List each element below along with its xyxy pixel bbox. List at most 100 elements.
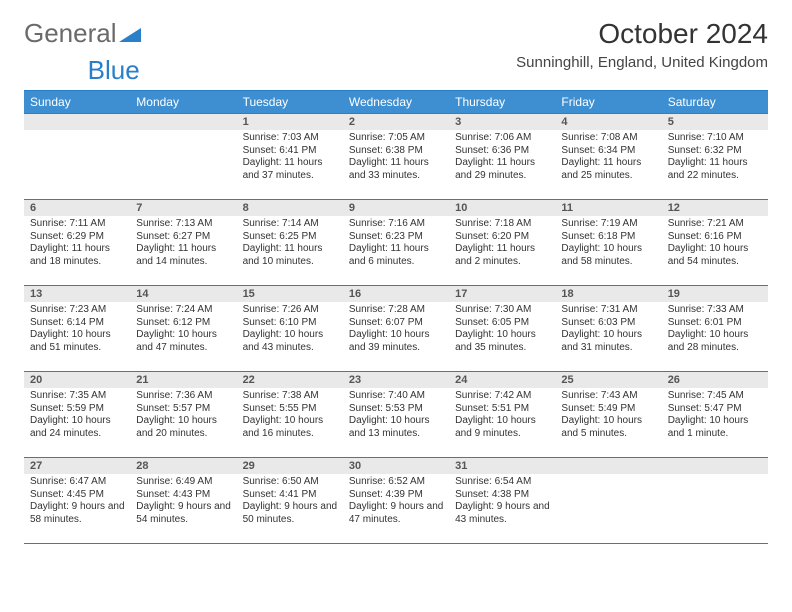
calendar-cell: 16Sunrise: 7:28 AMSunset: 6:07 PMDayligh… — [343, 286, 449, 372]
day-number: 5 — [662, 114, 768, 130]
daylight-text: Daylight: 9 hours and 54 minutes. — [136, 501, 232, 526]
sunset-text: Sunset: 5:53 PM — [349, 403, 445, 416]
daylight-text: Daylight: 11 hours and 2 minutes. — [455, 243, 551, 268]
daylight-text: Daylight: 10 hours and 13 minutes. — [349, 415, 445, 440]
day-details: Sunrise: 6:49 AMSunset: 4:43 PMDaylight:… — [130, 474, 236, 528]
calendar-cell: 12Sunrise: 7:21 AMSunset: 6:16 PMDayligh… — [662, 200, 768, 286]
day-details: Sunrise: 6:47 AMSunset: 4:45 PMDaylight:… — [24, 474, 130, 528]
day-number: 23 — [343, 372, 449, 388]
sunrise-text: Sunrise: 7:16 AM — [349, 218, 445, 231]
sunrise-text: Sunrise: 7:05 AM — [349, 132, 445, 145]
calendar-cell: 15Sunrise: 7:26 AMSunset: 6:10 PMDayligh… — [237, 286, 343, 372]
day-details: Sunrise: 7:13 AMSunset: 6:27 PMDaylight:… — [130, 216, 236, 270]
sunset-text: Sunset: 6:36 PM — [455, 145, 551, 158]
sunrise-text: Sunrise: 7:06 AM — [455, 132, 551, 145]
logo: General — [24, 18, 143, 49]
day-details: Sunrise: 7:38 AMSunset: 5:55 PMDaylight:… — [237, 388, 343, 442]
logo-text-2: Blue — [88, 55, 140, 85]
daylight-text: Daylight: 10 hours and 31 minutes. — [561, 329, 657, 354]
sunrise-text: Sunrise: 7:30 AM — [455, 304, 551, 317]
calendar-cell: 26Sunrise: 7:45 AMSunset: 5:47 PMDayligh… — [662, 372, 768, 458]
calendar-cell: 21Sunrise: 7:36 AMSunset: 5:57 PMDayligh… — [130, 372, 236, 458]
day-number: 22 — [237, 372, 343, 388]
day-details: Sunrise: 7:28 AMSunset: 6:07 PMDaylight:… — [343, 302, 449, 356]
daylight-text: Daylight: 9 hours and 47 minutes. — [349, 501, 445, 526]
day-number: 1 — [237, 114, 343, 130]
sunset-text: Sunset: 6:25 PM — [243, 231, 339, 244]
day-details: Sunrise: 7:36 AMSunset: 5:57 PMDaylight:… — [130, 388, 236, 442]
calendar-header-row: SundayMondayTuesdayWednesdayThursdayFrid… — [24, 91, 768, 114]
sunrise-text: Sunrise: 7:21 AM — [668, 218, 764, 231]
daylight-text: Daylight: 9 hours and 43 minutes. — [455, 501, 551, 526]
daylight-text: Daylight: 10 hours and 54 minutes. — [668, 243, 764, 268]
calendar-cell: 2Sunrise: 7:05 AMSunset: 6:38 PMDaylight… — [343, 114, 449, 200]
calendar-cell: 9Sunrise: 7:16 AMSunset: 6:23 PMDaylight… — [343, 200, 449, 286]
day-details: Sunrise: 7:24 AMSunset: 6:12 PMDaylight:… — [130, 302, 236, 356]
sunset-text: Sunset: 6:32 PM — [668, 145, 764, 158]
sunset-text: Sunset: 4:39 PM — [349, 489, 445, 502]
sunrise-text: Sunrise: 6:47 AM — [30, 476, 126, 489]
daylight-text: Daylight: 10 hours and 1 minute. — [668, 415, 764, 440]
day-details: Sunrise: 7:19 AMSunset: 6:18 PMDaylight:… — [555, 216, 661, 270]
calendar-cell: 29Sunrise: 6:50 AMSunset: 4:41 PMDayligh… — [237, 458, 343, 544]
daylight-text: Daylight: 11 hours and 25 minutes. — [561, 157, 657, 182]
sunrise-text: Sunrise: 7:33 AM — [668, 304, 764, 317]
sunset-text: Sunset: 4:38 PM — [455, 489, 551, 502]
calendar-cell: 25Sunrise: 7:43 AMSunset: 5:49 PMDayligh… — [555, 372, 661, 458]
sunrise-text: Sunrise: 7:11 AM — [30, 218, 126, 231]
sunrise-text: Sunrise: 7:03 AM — [243, 132, 339, 145]
daylight-text: Daylight: 10 hours and 43 minutes. — [243, 329, 339, 354]
daylight-text: Daylight: 10 hours and 58 minutes. — [561, 243, 657, 268]
daylight-text: Daylight: 10 hours and 24 minutes. — [30, 415, 126, 440]
day-details: Sunrise: 7:18 AMSunset: 6:20 PMDaylight:… — [449, 216, 555, 270]
weekday-header: Tuesday — [237, 91, 343, 114]
day-number: 18 — [555, 286, 661, 302]
day-number: 4 — [555, 114, 661, 130]
day-number: 6 — [24, 200, 130, 216]
sunrise-text: Sunrise: 7:45 AM — [668, 390, 764, 403]
day-number: 10 — [449, 200, 555, 216]
sunset-text: Sunset: 5:49 PM — [561, 403, 657, 416]
day-details: Sunrise: 7:43 AMSunset: 5:49 PMDaylight:… — [555, 388, 661, 442]
sunset-text: Sunset: 6:41 PM — [243, 145, 339, 158]
day-details: Sunrise: 7:30 AMSunset: 6:05 PMDaylight:… — [449, 302, 555, 356]
calendar-cell: 8Sunrise: 7:14 AMSunset: 6:25 PMDaylight… — [237, 200, 343, 286]
day-number: 27 — [24, 458, 130, 474]
sunset-text: Sunset: 6:07 PM — [349, 317, 445, 330]
calendar-cell-empty — [555, 458, 661, 544]
calendar-cell: 18Sunrise: 7:31 AMSunset: 6:03 PMDayligh… — [555, 286, 661, 372]
sunrise-text: Sunrise: 7:10 AM — [668, 132, 764, 145]
sunset-text: Sunset: 6:27 PM — [136, 231, 232, 244]
daylight-text: Daylight: 11 hours and 37 minutes. — [243, 157, 339, 182]
sunset-text: Sunset: 5:47 PM — [668, 403, 764, 416]
sunrise-text: Sunrise: 7:43 AM — [561, 390, 657, 403]
calendar-cell-empty — [24, 114, 130, 200]
sunrise-text: Sunrise: 7:24 AM — [136, 304, 232, 317]
calendar-cell: 22Sunrise: 7:38 AMSunset: 5:55 PMDayligh… — [237, 372, 343, 458]
sunset-text: Sunset: 5:51 PM — [455, 403, 551, 416]
calendar-cell: 30Sunrise: 6:52 AMSunset: 4:39 PMDayligh… — [343, 458, 449, 544]
daylight-text: Daylight: 11 hours and 6 minutes. — [349, 243, 445, 268]
calendar-row: 20Sunrise: 7:35 AMSunset: 5:59 PMDayligh… — [24, 372, 768, 458]
daylight-text: Daylight: 10 hours and 39 minutes. — [349, 329, 445, 354]
day-details: Sunrise: 6:50 AMSunset: 4:41 PMDaylight:… — [237, 474, 343, 528]
daylight-text: Daylight: 10 hours and 47 minutes. — [136, 329, 232, 354]
day-details: Sunrise: 7:03 AMSunset: 6:41 PMDaylight:… — [237, 130, 343, 184]
sunrise-text: Sunrise: 7:28 AM — [349, 304, 445, 317]
day-details: Sunrise: 7:31 AMSunset: 6:03 PMDaylight:… — [555, 302, 661, 356]
calendar-cell: 17Sunrise: 7:30 AMSunset: 6:05 PMDayligh… — [449, 286, 555, 372]
day-details: Sunrise: 7:33 AMSunset: 6:01 PMDaylight:… — [662, 302, 768, 356]
calendar-cell: 14Sunrise: 7:24 AMSunset: 6:12 PMDayligh… — [130, 286, 236, 372]
daylight-text: Daylight: 10 hours and 51 minutes. — [30, 329, 126, 354]
calendar-cell: 31Sunrise: 6:54 AMSunset: 4:38 PMDayligh… — [449, 458, 555, 544]
sunset-text: Sunset: 6:23 PM — [349, 231, 445, 244]
sunset-text: Sunset: 4:45 PM — [30, 489, 126, 502]
day-details: Sunrise: 6:52 AMSunset: 4:39 PMDaylight:… — [343, 474, 449, 528]
sunrise-text: Sunrise: 7:13 AM — [136, 218, 232, 231]
page-title: October 2024 — [516, 18, 768, 50]
sunset-text: Sunset: 6:12 PM — [136, 317, 232, 330]
logo-line2: GeneBlue — [24, 55, 768, 86]
weekday-header: Monday — [130, 91, 236, 114]
day-number: 20 — [24, 372, 130, 388]
sunrise-text: Sunrise: 7:14 AM — [243, 218, 339, 231]
